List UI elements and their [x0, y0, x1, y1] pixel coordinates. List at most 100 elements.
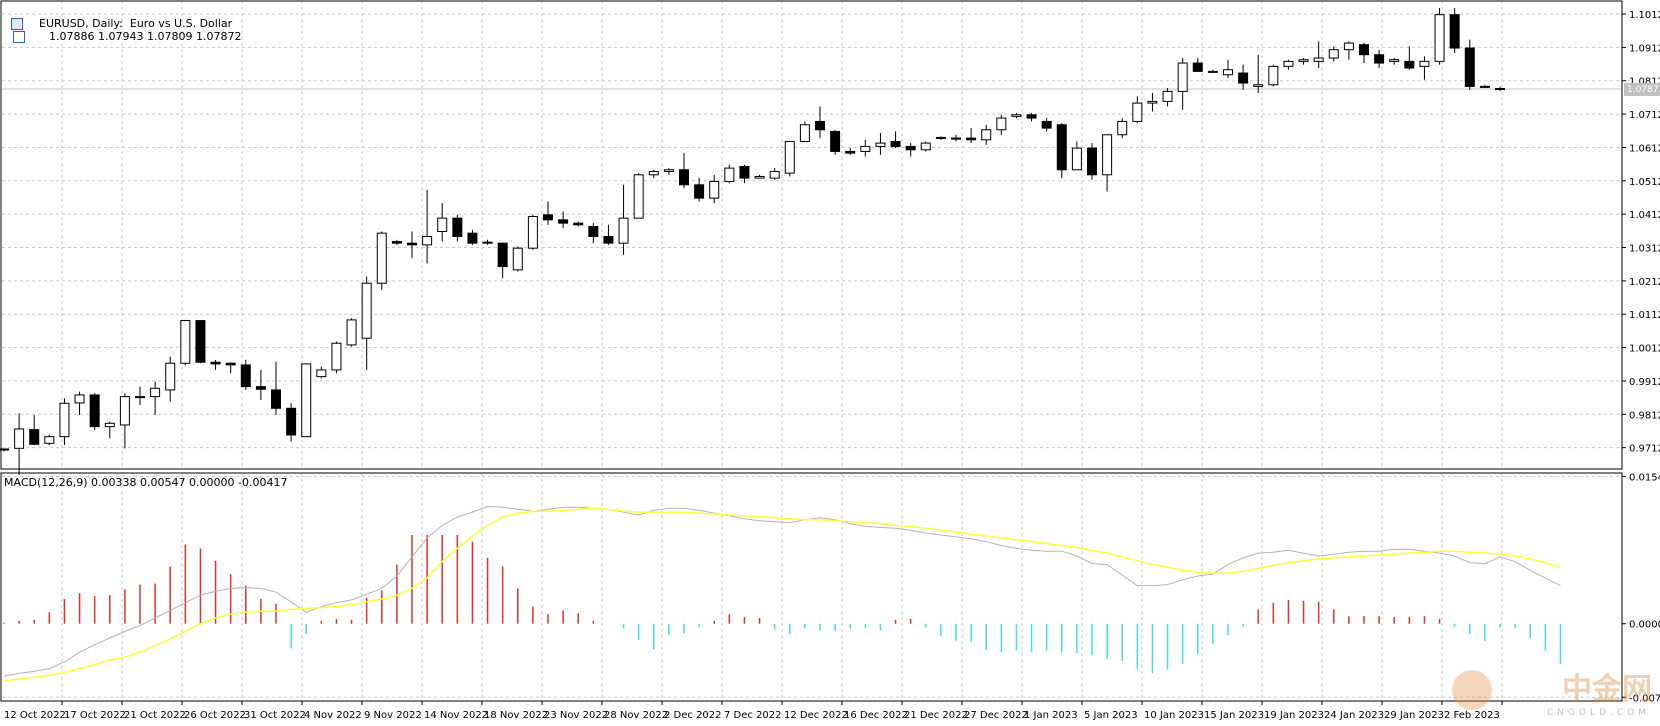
- candle[interactable]: [1449, 8, 1460, 54]
- candle[interactable]: [1026, 113, 1037, 122]
- candle[interactable]: [981, 124, 992, 145]
- candle[interactable]: [1162, 88, 1173, 107]
- candle[interactable]: [618, 184, 629, 255]
- candle[interactable]: [739, 164, 750, 184]
- candle[interactable]: [437, 203, 448, 242]
- candle[interactable]: [180, 319, 191, 365]
- candle[interactable]: [422, 189, 433, 264]
- candle[interactable]: [1223, 59, 1233, 79]
- candle[interactable]: [769, 168, 780, 180]
- candle[interactable]: [467, 229, 478, 245]
- candle[interactable]: [104, 421, 115, 439]
- candle[interactable]: [44, 434, 55, 445]
- candle[interactable]: [920, 141, 931, 152]
- candle[interactable]: [497, 242, 508, 279]
- candle[interactable]: [663, 168, 674, 175]
- candle[interactable]: [1389, 58, 1400, 65]
- candle[interactable]: [59, 398, 70, 445]
- candle[interactable]: [1313, 41, 1324, 69]
- candle[interactable]: [784, 140, 795, 177]
- candle[interactable]: [830, 129, 841, 155]
- candle[interactable]: [1011, 113, 1022, 119]
- candle[interactable]: [1102, 134, 1113, 192]
- candle[interactable]: [1071, 141, 1082, 171]
- candle[interactable]: [648, 169, 659, 179]
- candle[interactable]: [74, 391, 85, 415]
- candle[interactable]: [875, 133, 886, 155]
- candle[interactable]: [1147, 93, 1158, 112]
- candle[interactable]: [240, 359, 251, 390]
- chart-list-icon[interactable]: [11, 18, 23, 30]
- candle[interactable]: [1464, 39, 1475, 90]
- candle[interactable]: [346, 318, 357, 347]
- candle[interactable]: [709, 174, 720, 204]
- candle[interactable]: [482, 239, 493, 245]
- candle[interactable]: [1207, 69, 1218, 74]
- candle[interactable]: [316, 366, 327, 379]
- candle[interactable]: [1283, 59, 1294, 70]
- candle[interactable]: [1495, 86, 1505, 92]
- candle[interactable]: [679, 153, 689, 189]
- candle[interactable]: [890, 131, 901, 149]
- candle[interactable]: [1253, 54, 1264, 94]
- candle[interactable]: [1359, 43, 1369, 64]
- candle[interactable]: [558, 211, 569, 229]
- candle[interactable]: [1087, 143, 1097, 180]
- candle[interactable]: [361, 276, 372, 370]
- candle[interactable]: [966, 128, 977, 144]
- candle[interactable]: [694, 178, 705, 202]
- candle[interactable]: [1343, 41, 1354, 60]
- candle[interactable]: [527, 214, 538, 250]
- chart-window-icon[interactable]: [13, 31, 25, 43]
- candle[interactable]: [1479, 84, 1490, 89]
- candle[interactable]: [724, 164, 735, 184]
- candle[interactable]: [135, 386, 145, 405]
- candle[interactable]: [754, 174, 765, 179]
- candle[interactable]: [376, 231, 387, 290]
- candle[interactable]: [407, 231, 417, 259]
- candle[interactable]: [1056, 123, 1067, 179]
- candle[interactable]: [1041, 118, 1052, 132]
- candle[interactable]: [573, 221, 584, 227]
- candle[interactable]: [1419, 56, 1430, 80]
- candle[interactable]: [1177, 58, 1188, 110]
- candle[interactable]: [271, 361, 281, 415]
- candle[interactable]: [905, 143, 916, 157]
- candle[interactable]: [815, 106, 825, 139]
- candle[interactable]: [301, 363, 312, 438]
- candle[interactable]: [603, 224, 614, 245]
- candle[interactable]: [391, 239, 402, 245]
- candle[interactable]: [633, 173, 644, 219]
- candle[interactable]: [255, 369, 266, 400]
- candle[interactable]: [1328, 46, 1339, 62]
- candle[interactable]: [165, 356, 176, 402]
- candle[interactable]: [1132, 96, 1143, 124]
- candle[interactable]: [89, 393, 100, 430]
- candle[interactable]: [14, 413, 25, 476]
- candle[interactable]: [1192, 58, 1203, 72]
- candle[interactable]: [543, 201, 553, 225]
- candle[interactable]: [195, 320, 206, 364]
- candle[interactable]: [845, 148, 856, 155]
- candle[interactable]: [1298, 58, 1309, 65]
- candle[interactable]: [210, 359, 221, 370]
- candle[interactable]: [1404, 46, 1415, 70]
- candle[interactable]: [286, 403, 297, 442]
- candle[interactable]: [1268, 64, 1279, 87]
- candle[interactable]: [512, 246, 523, 272]
- candle[interactable]: [29, 414, 40, 445]
- candle[interactable]: [1238, 64, 1249, 90]
- candle[interactable]: [119, 393, 130, 449]
- window-icons[interactable]: [4, 4, 25, 43]
- candle[interactable]: [860, 139, 871, 157]
- candle[interactable]: [1434, 8, 1445, 65]
- candle[interactable]: [935, 136, 946, 140]
- candlestick-series[interactable]: [0, 8, 1505, 476]
- candle[interactable]: [0, 448, 9, 452]
- candle[interactable]: [588, 223, 599, 244]
- candle[interactable]: [331, 341, 342, 374]
- candle[interactable]: [996, 114, 1007, 135]
- candle[interactable]: [1374, 49, 1385, 69]
- candle[interactable]: [225, 362, 236, 374]
